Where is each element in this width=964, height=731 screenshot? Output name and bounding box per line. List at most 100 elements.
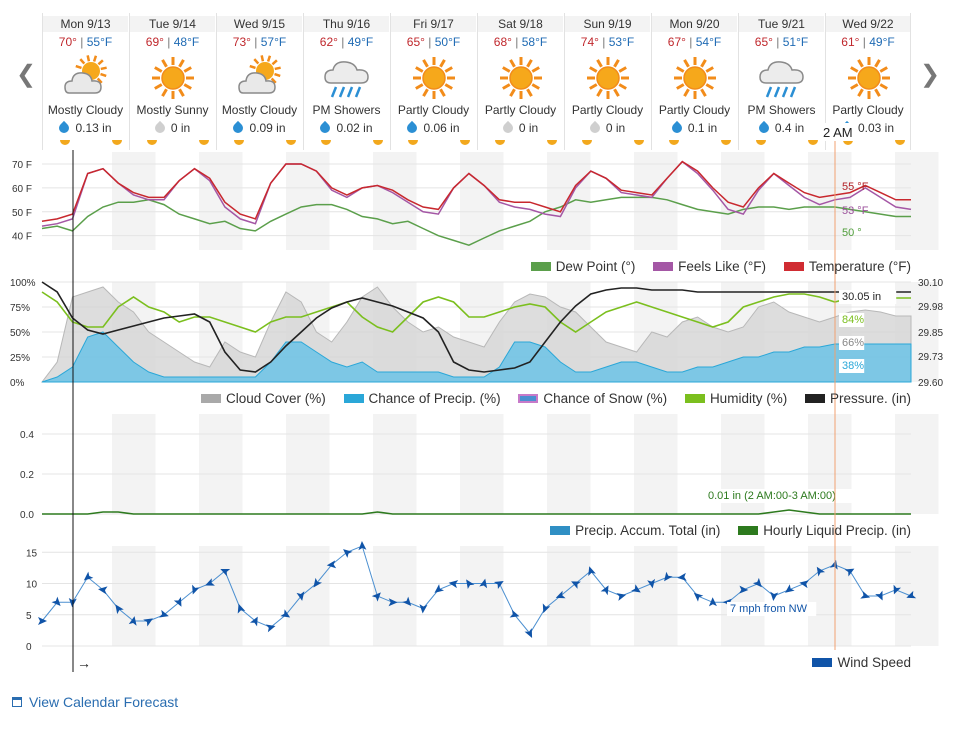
cursor-time-bg bbox=[819, 123, 857, 141]
axis-tick: 5 bbox=[26, 611, 32, 622]
night-band bbox=[112, 414, 156, 514]
night-band bbox=[721, 152, 765, 250]
day-condition: Mostly Sunny bbox=[136, 103, 209, 117]
legend-precip-chance[interactable]: Chance of Precip. (%) bbox=[368, 391, 501, 406]
axis-tick: 0.4 bbox=[20, 430, 34, 441]
legend-wind-speed[interactable]: Wind Speed bbox=[837, 655, 911, 670]
sun-markers bbox=[582, 140, 644, 145]
cursor-time-label: 2 AM bbox=[823, 125, 853, 140]
wind-arrow bbox=[402, 596, 412, 607]
day-column-5[interactable]: Sat 9/18 68° | 58°F Partly Cloudy 0 in bbox=[477, 13, 563, 150]
legend-pressure[interactable]: Pressure. (in) bbox=[829, 391, 911, 406]
night-band bbox=[286, 414, 330, 514]
wind-arrow bbox=[237, 603, 246, 614]
partly-sunny-icon bbox=[235, 53, 285, 103]
axis-tick: 75% bbox=[10, 303, 30, 314]
night-band bbox=[547, 414, 591, 514]
wind-arrow bbox=[388, 598, 398, 607]
legend-humidity[interactable]: Humidity (%) bbox=[709, 391, 788, 406]
wind-arrow bbox=[128, 616, 137, 626]
night-band bbox=[286, 546, 330, 646]
precip-amount: 0 in bbox=[605, 121, 626, 135]
day-name: Wed 9/22 bbox=[826, 16, 910, 32]
wind-arrow bbox=[631, 584, 641, 593]
temperature-label: 55 °F bbox=[842, 181, 869, 193]
high-temp: 65° bbox=[754, 35, 773, 49]
wind-arrow bbox=[906, 590, 917, 599]
day-condition: Partly Cloudy bbox=[832, 103, 904, 117]
day-precip: 0.1 in bbox=[652, 120, 737, 136]
wind-arrow bbox=[479, 578, 488, 589]
day-column-4[interactable]: Fri 9/17 65° | 50°F Partly Cloudy 0.06 in bbox=[390, 13, 476, 150]
wind-arrow bbox=[466, 579, 475, 590]
axis-tick: 30.10 bbox=[918, 278, 943, 289]
feels-like-label: 53 °F bbox=[842, 205, 869, 217]
legend-hourly-precip[interactable]: Hourly Liquid Precip. (in) bbox=[763, 523, 911, 538]
axis-tick: 0.0 bbox=[20, 510, 34, 521]
wind-arrow bbox=[799, 580, 809, 589]
high-temp: 74° bbox=[580, 35, 599, 49]
label-bg bbox=[727, 602, 817, 616]
legend-precip-accum[interactable]: Precip. Accum. Total (in) bbox=[575, 523, 721, 538]
wind-arrow bbox=[664, 571, 673, 582]
sun-icon bbox=[148, 53, 198, 103]
night-band bbox=[808, 546, 852, 646]
day-column-1[interactable]: Tue 9/14 69° | 48°F Mostly Sunny 0 in bbox=[129, 13, 215, 150]
wind-arrow bbox=[860, 590, 871, 599]
axis-tick: 40 F bbox=[12, 232, 32, 243]
day-condition: PM Showers bbox=[312, 103, 381, 117]
wind-arrow bbox=[600, 585, 609, 596]
temp-legend: Dew Point (°) Feels Like (°F) Temperatur… bbox=[517, 259, 911, 274]
axis-tick: 25% bbox=[10, 353, 30, 364]
sun-icon bbox=[409, 53, 459, 103]
low-temp: 51°F bbox=[782, 35, 809, 49]
day-condition: Partly Cloudy bbox=[571, 103, 644, 117]
day-column-0[interactable]: Mon 9/13 70° | 55°F Mostly Cloudy 0.13 in bbox=[42, 13, 128, 150]
low-temp: 48°F bbox=[173, 35, 200, 49]
day-condition: Mostly Cloudy bbox=[47, 103, 124, 117]
next-arrow[interactable]: ❯ bbox=[920, 61, 941, 88]
day-name: Fri 9/17 bbox=[391, 16, 476, 32]
legend-temperature[interactable]: Temperature (°F) bbox=[808, 259, 911, 274]
day-column-3[interactable]: Thu 9/16 62° | 49°F PM Showers 0.02 in bbox=[303, 13, 389, 150]
wind-arrow bbox=[220, 568, 231, 577]
legend-snow-chance[interactable]: Chance of Snow (%) bbox=[543, 391, 668, 406]
axis-tick: 29.85 bbox=[918, 328, 943, 339]
wind-arrow bbox=[205, 578, 215, 586]
wind-arrow bbox=[708, 597, 717, 607]
view-calendar-link[interactable]: View Calendar Forecast bbox=[12, 694, 178, 710]
day-column-9[interactable]: Wed 9/22 61° | 49°F Partly Cloudy 0.03 in bbox=[825, 13, 911, 150]
sun-markers bbox=[408, 140, 470, 145]
axis-tick: 70 F bbox=[12, 160, 32, 171]
precip-amount: 0.4 in bbox=[774, 121, 805, 135]
wind-speed-line bbox=[41, 545, 912, 635]
day-precip: 0 in bbox=[130, 120, 215, 136]
day-precip: 0 in bbox=[478, 120, 563, 136]
precip-amount: 0.06 in bbox=[423, 121, 460, 135]
legend-cloud-cover[interactable]: Cloud Cover (%) bbox=[225, 391, 326, 406]
day-column-2[interactable]: Wed 9/15 73° | 57°F Mostly Cloudy 0.09 in bbox=[216, 13, 302, 150]
dew-point-line bbox=[41, 196, 911, 247]
low-temp: 50°F bbox=[434, 35, 461, 49]
night-band bbox=[721, 546, 765, 646]
sun-markers bbox=[843, 140, 905, 145]
wind-arrow bbox=[524, 628, 533, 638]
day-temps: 74° | 53°F bbox=[580, 35, 635, 49]
high-temp: 61° bbox=[841, 35, 860, 49]
wind-arrow bbox=[875, 590, 883, 601]
prev-arrow[interactable]: ❮ bbox=[16, 61, 37, 88]
wind-arrow bbox=[785, 584, 795, 593]
calendar-icon bbox=[12, 697, 22, 707]
day-column-8[interactable]: Tue 9/21 65° | 51°F PM Showers 0.4 in bbox=[738, 13, 824, 150]
day-name: Mon 9/20 bbox=[652, 16, 737, 32]
high-temp: 69° bbox=[145, 35, 164, 49]
wind-arrow bbox=[752, 577, 762, 588]
day-name: Sat 9/18 bbox=[478, 16, 563, 32]
low-temp: 54°F bbox=[695, 35, 722, 49]
label-bg bbox=[839, 359, 865, 373]
day-column-6[interactable]: Sun 9/19 74° | 53°F Partly Cloudy 0 in bbox=[564, 13, 650, 150]
wind-arrow bbox=[326, 560, 337, 569]
legend-dew-point[interactable]: Dew Point (°) bbox=[555, 259, 636, 274]
day-column-7[interactable]: Mon 9/20 67° | 54°F Partly Cloudy 0.1 in bbox=[651, 13, 737, 150]
legend-feels-like[interactable]: Feels Like (°F) bbox=[678, 259, 767, 274]
